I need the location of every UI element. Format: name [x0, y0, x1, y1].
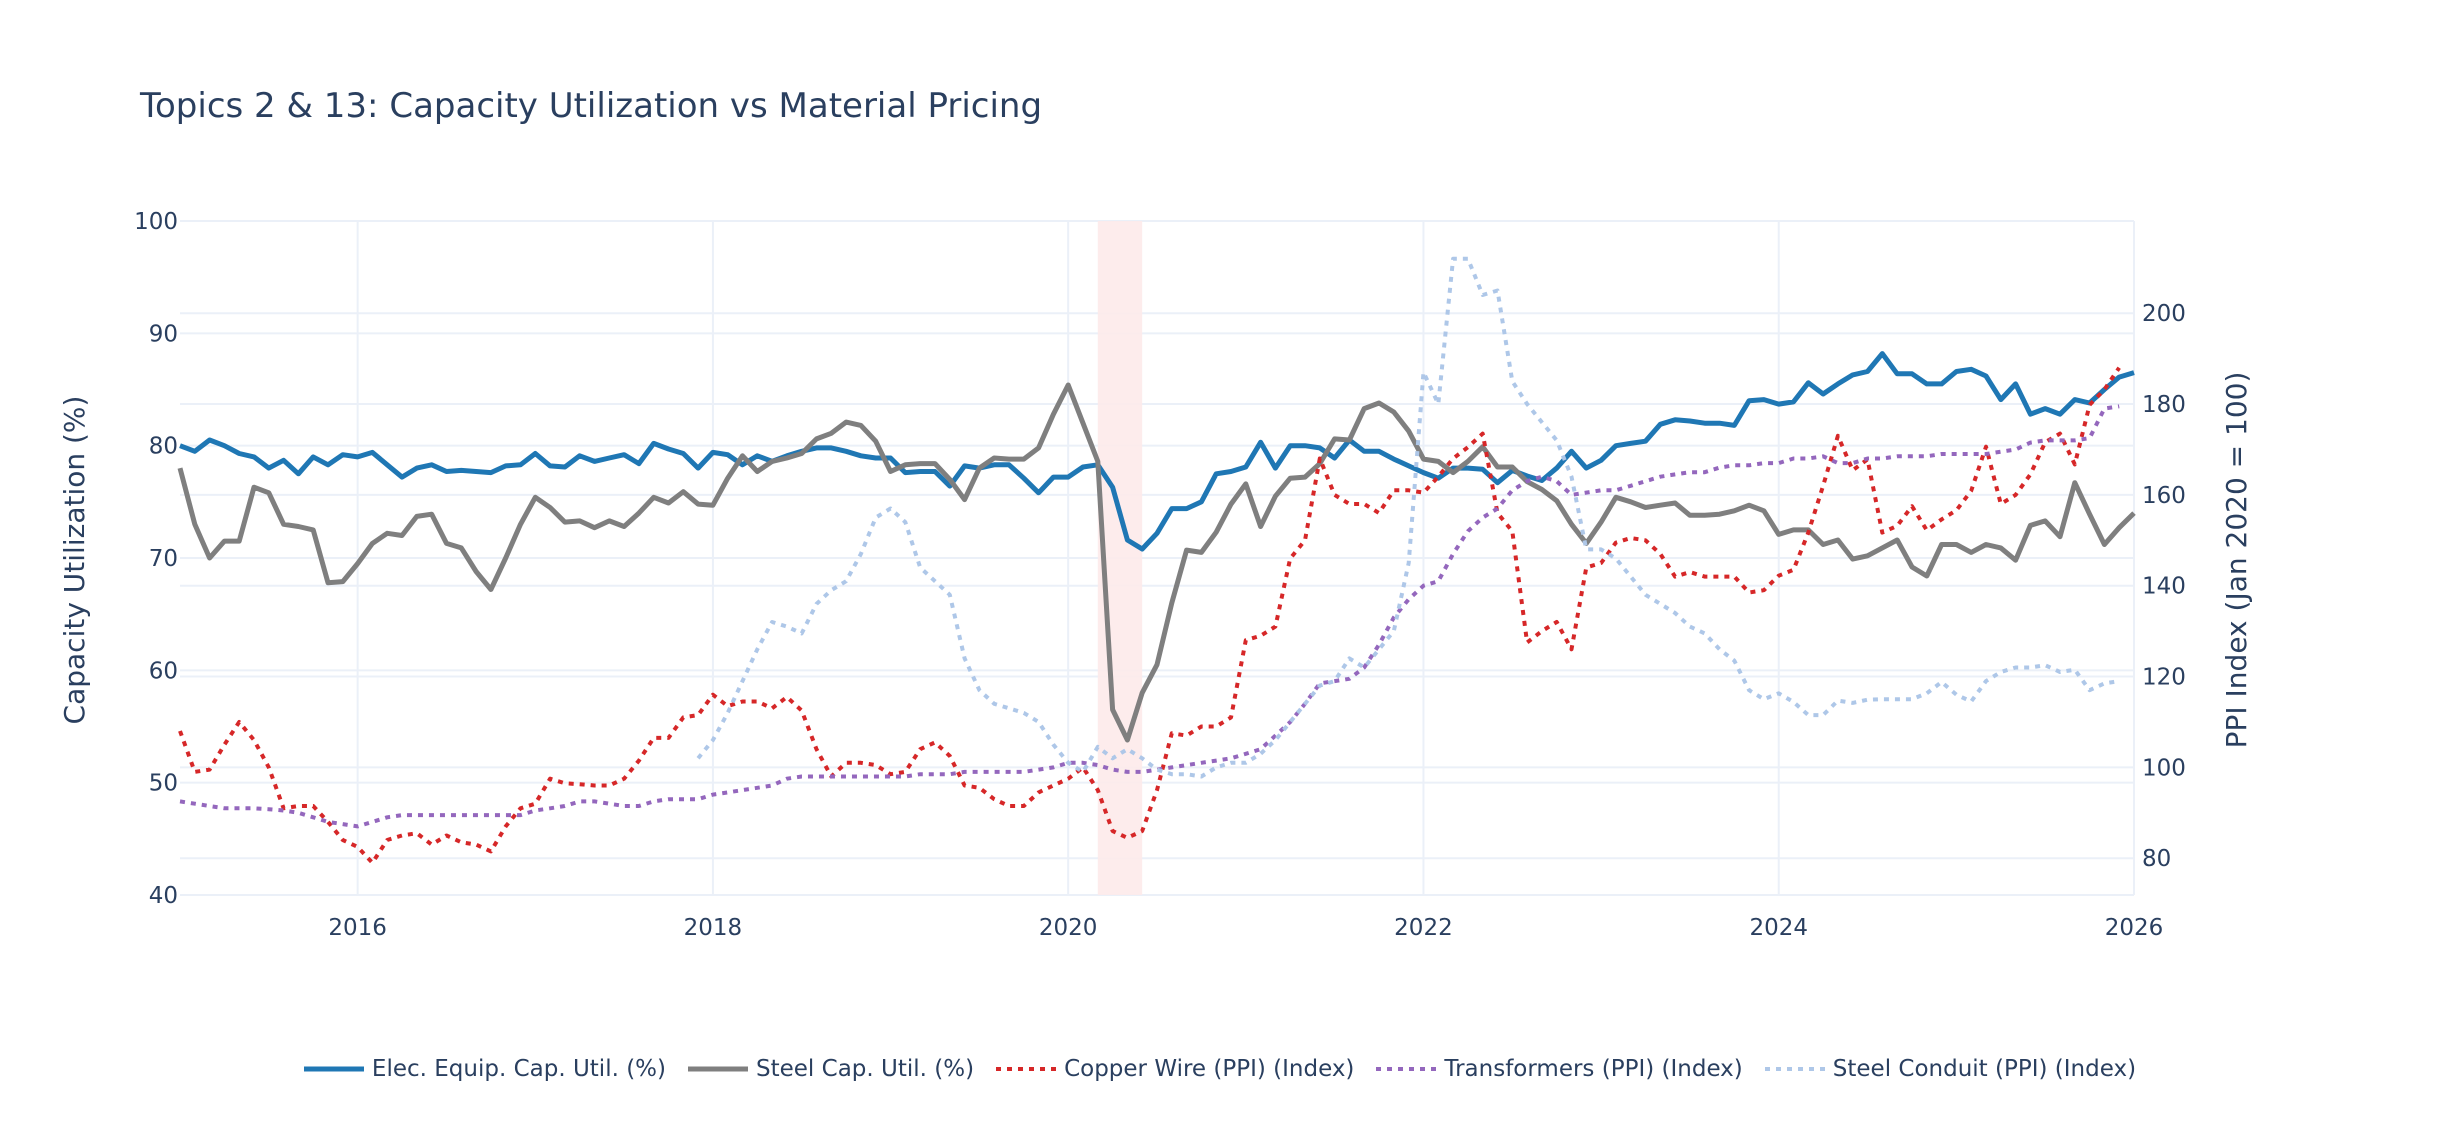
series-line-3: [179, 404, 2120, 829]
y2-tick-label: 160: [2142, 483, 2186, 509]
legend-swatch: [303, 1066, 364, 1072]
x-tick-label: 2016: [328, 915, 387, 941]
legend-label: Elec. Equip. Cap. Util. (%): [371, 1056, 667, 1082]
y-tick-label: 40: [149, 883, 178, 909]
x-tick-label: 2020: [1039, 915, 1098, 941]
y2-tick-label: 100: [2142, 755, 2186, 781]
y2-tick-label: 120: [2142, 665, 2186, 691]
chart-title: Topics 2 & 13: Capacity Utilization vs M…: [140, 86, 1043, 126]
legend-label: Steel Cap. Util. (%): [756, 1056, 975, 1082]
legend-item[interactable]: Transformers (PPI) (Index): [1376, 1056, 1743, 1082]
legend: Elec. Equip. Cap. Util. (%) Steel Cap. Ut…: [0, 1056, 2440, 1082]
series-line-0: [179, 351, 2135, 552]
y-tick-label: 70: [149, 546, 178, 572]
legend-swatch: [688, 1066, 749, 1072]
legend-item[interactable]: Copper Wire (PPI) (Index): [996, 1056, 1354, 1082]
legend-item[interactable]: Steel Cap. Util. (%): [688, 1056, 974, 1082]
y-axis-title: Capacity Utilization (%): [58, 396, 91, 725]
legend-label: Transformers (PPI) (Index): [1444, 1056, 1743, 1082]
axes: 2016 2018 2020 2022 2024 2026 40 50 60 70 80 90 100 8…: [134, 209, 2186, 941]
series-line-2: [178, 366, 2121, 865]
legend-swatch: [1764, 1067, 1825, 1071]
x-tick-label: 2024: [1749, 915, 1808, 941]
series-line-4: [696, 256, 2120, 779]
y-tick-label: 50: [149, 771, 178, 797]
legend-label: Steel Conduit (PPI) (Index): [1832, 1056, 2137, 1082]
y2-tick-label: 80: [2142, 846, 2171, 872]
legend-item[interactable]: Steel Conduit (PPI) (Index): [1764, 1056, 2137, 1082]
series-lines: [177, 256, 2136, 865]
y-tick-label: 60: [149, 658, 178, 684]
gridlines: [180, 220, 2135, 896]
y2-tick-label: 200: [2142, 301, 2186, 327]
y2-axis-title: PPI Index (Jan 2020 = 100): [2220, 372, 2253, 749]
series-line-1: [177, 382, 2136, 743]
legend-item[interactable]: Elec. Equip. Cap. Util. (%): [303, 1056, 667, 1082]
y-tick-label: 100: [134, 209, 178, 235]
y2-tick-label: 180: [2142, 392, 2186, 418]
x-tick-label: 2022: [1394, 915, 1453, 941]
y2-tick-label: 140: [2142, 574, 2186, 600]
legend-label: Copper Wire (PPI) (Index): [1064, 1056, 1355, 1082]
y-tick-label: 80: [149, 434, 178, 460]
x-tick-label: 2018: [684, 915, 743, 941]
y-tick-label: 90: [149, 321, 178, 347]
legend-swatch: [1376, 1067, 1437, 1071]
x-tick-label: 2026: [2105, 915, 2164, 941]
legend-swatch: [996, 1067, 1057, 1071]
